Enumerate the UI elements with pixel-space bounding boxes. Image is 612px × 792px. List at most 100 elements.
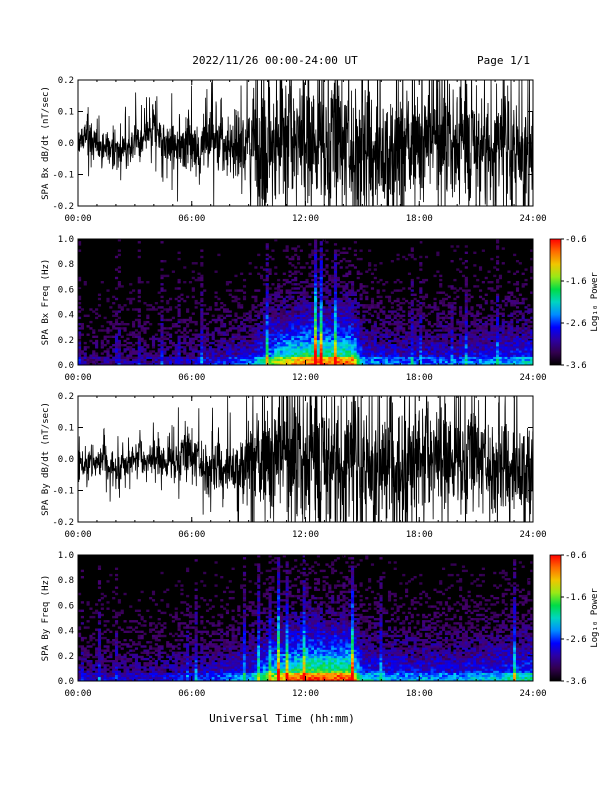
panel-1-cell [507,325,511,328]
panel-1-cell [254,344,258,347]
panel-1-cell [393,346,397,349]
panel-1-cell [393,344,397,347]
panel-1-cell [268,360,272,364]
panel-1-cell [467,333,471,336]
panel-1-cell [379,278,383,282]
panel-1-cell [436,333,440,336]
panel-1-cell [282,278,286,282]
panel-1-cell [205,354,210,357]
panel-1-cell [515,327,520,330]
panel-1-cell [166,302,170,305]
panel-1-cell [200,278,204,282]
panel-1-cell [265,295,269,299]
panel-1-cell [370,281,375,284]
panel-1-cell [507,295,511,299]
panel-1-cell [379,310,383,313]
panel-1-cell [419,262,423,265]
panel-3-cell [112,590,116,594]
panel-1-cell [353,327,357,330]
panel-1-cell [277,360,281,364]
panel-3-cell [134,678,139,682]
panel-1-cell [393,350,397,353]
panel-1-cell [314,312,318,315]
panel-1-cell [245,362,249,366]
panel-1-cell [257,346,261,349]
panel-1-cell [387,333,392,336]
panel-1-cell [160,325,164,328]
panel-1-cell [143,329,147,332]
panel-1-cell [225,308,230,311]
panel-1-cell [336,335,340,338]
panel-1-cell [112,358,116,362]
panel-3-cell [78,609,82,612]
panel-1-cell [456,327,460,330]
panel-1-cell [282,348,286,351]
panel-1-cell [314,272,318,275]
panel-1-cell [379,346,383,349]
panel-1-cell [322,341,326,345]
panel-1-cell [137,325,141,328]
panel-1-cell [410,325,414,328]
panel-1-cell [194,323,198,326]
panel-0-x-tick-label: 24:00 [519,214,546,224]
panel-1-cell [208,348,212,351]
panel-1-cell [237,344,241,347]
panel-1-cell [382,312,386,315]
panel-1-cell [220,362,224,366]
panel-1-cell [166,360,170,364]
panel-1-cell [120,320,124,324]
panel-1-cell [376,358,380,362]
panel-1-cell [285,354,289,357]
panel-1-cell [385,356,389,359]
panel-1-cell [316,323,321,326]
panel-1-cell [419,318,423,322]
panel-1-cell [163,341,167,345]
panel-1-cell [277,293,281,296]
panel-1-cell [265,339,269,343]
panel-1-cell [416,318,420,322]
panel-1-cell [225,350,230,353]
panel-1-cell [436,356,440,359]
panel-1-cell [271,283,275,286]
panel-1-cell [151,350,156,353]
panel-1-cell [208,346,212,349]
panel-1-colorbar-tick-label: -2.6 [565,319,587,329]
panel-1-cell [459,320,463,324]
panel-1-cell [333,270,338,273]
panel-1-cell [464,276,468,280]
panel-1-cell [231,354,235,357]
panel-1-cell [325,341,329,345]
panel-1-cell [527,348,531,351]
panel-1-cell [442,318,446,322]
panel-1-cell [234,295,238,299]
panel-1-cell [205,329,210,332]
panel-1-cell [379,323,383,326]
panel-1-cell [524,318,528,322]
panel-1-cell [83,354,87,357]
panel-1-cell [234,274,238,278]
panel-1-cell [302,344,306,347]
panel-1-cell [294,346,298,349]
panel-1-cell [314,323,318,326]
panel-1-cell [78,327,82,330]
panel-1-cell [282,314,286,317]
panel-3-cell [80,670,84,673]
panel-1-cell [518,352,522,355]
panel-3-cell [137,655,141,659]
panel-1-cell [160,341,164,345]
panel-1-cell [294,318,298,322]
panel-1-cell [106,331,110,334]
panel-1-cell [328,341,332,345]
panel-1-cell [410,323,414,326]
panel-3-cell [132,664,136,667]
panel-1-cell [362,320,366,324]
panel-1-cell [470,306,474,309]
panel-1-cell [370,339,375,343]
panel-3-cell [100,653,104,657]
panel-1-cell [117,350,121,353]
panel-1-cell [308,350,312,353]
panel-1-cell [169,327,173,330]
panel-1-cell [319,272,323,275]
panel-1-cell [373,335,377,338]
panel-1-cell [126,362,130,366]
